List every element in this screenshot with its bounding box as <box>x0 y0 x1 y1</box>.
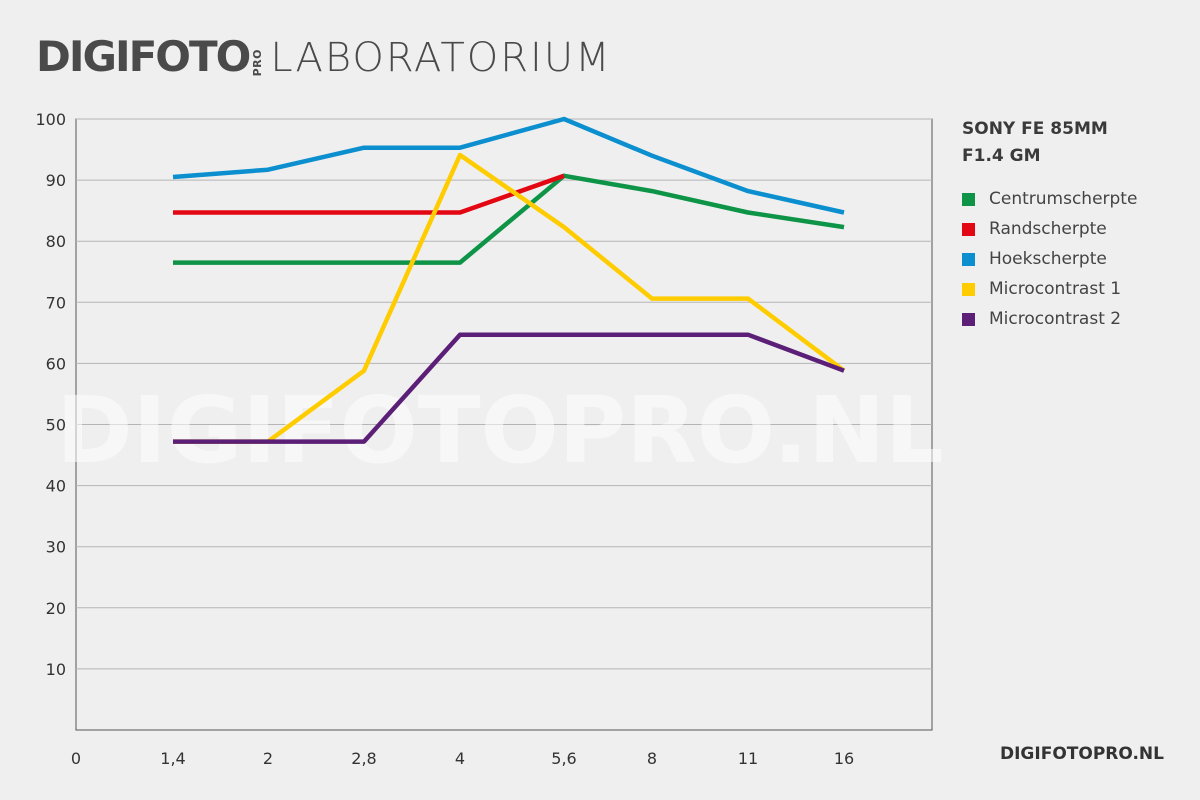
legend-label: Microcontrast 1 <box>989 279 1122 299</box>
legend-label: Centrumscherpte <box>989 189 1138 209</box>
legend-item: Microcontrast 1 <box>962 274 1192 304</box>
y-tick-label: 60 <box>46 354 66 373</box>
y-tick-label: 40 <box>46 477 66 496</box>
series-line-4 <box>173 152 846 444</box>
legend-swatch <box>962 282 975 296</box>
x-tick-label: 16 <box>834 749 854 768</box>
y-tick-label: 90 <box>46 171 66 190</box>
legend-swatch <box>962 192 975 206</box>
source-label: DIGIFOTOPRO.NL <box>1000 744 1164 764</box>
page-subtitle: LABORATORIUM <box>270 35 612 81</box>
x-tick-label: 4 <box>455 749 465 768</box>
chart-title: SONY FE 85MM F1.4 GM <box>962 119 1108 166</box>
legend-label: Hoekscherpte <box>989 249 1107 269</box>
legend-item: Randscherpte <box>962 214 1192 244</box>
y-tick-label: 50 <box>46 416 66 435</box>
watermark: DIGIFOTOPRO.NL <box>56 377 943 484</box>
legend-item: Centrumscherpte <box>962 184 1192 214</box>
x-tick-label: 8 <box>647 749 657 768</box>
y-tick-label: 20 <box>46 599 66 618</box>
x-tick-label: 2,8 <box>351 749 376 768</box>
legend: SONY FE 85MM F1.4 GM Centrumscherpte Rand… <box>962 116 1192 334</box>
x-tick-label: 5,6 <box>551 749 576 768</box>
series-line-5 <box>173 332 845 444</box>
series-layer <box>172 116 846 444</box>
series-line-2 <box>173 173 565 215</box>
legend-label: Randscherpte <box>989 219 1107 239</box>
legend-items: Centrumscherpte Randscherpte Hoekscherpte M… <box>962 184 1192 334</box>
y-tick-label: 30 <box>46 538 66 557</box>
series-line-3 <box>172 116 845 215</box>
brand-logo: DIGIFOTO PRO LABORATORIUM <box>36 28 612 81</box>
legend-item: Hoekscherpte <box>962 244 1192 274</box>
y-tick-label: 70 <box>46 293 66 312</box>
series-line-1 <box>173 173 845 265</box>
legend-swatch <box>962 252 975 266</box>
x-tick-label: 0 <box>71 749 81 768</box>
x-tick-label: 11 <box>738 749 758 768</box>
legend-item: Microcontrast 2 <box>962 304 1192 334</box>
y-tick-label: 10 <box>46 660 66 679</box>
y-tick-label: 100 <box>35 110 66 129</box>
legend-label: Microcontrast 2 <box>989 309 1122 329</box>
y-tick-label: 80 <box>46 232 66 251</box>
brand-name: DIGIFOTO <box>36 32 251 81</box>
axis-labels: 10 20 30 40 50 60 70 80 90 100 0 1,4 2 2,8 4 5,6 8 11 16 <box>35 110 854 768</box>
x-tick-label: 2 <box>263 749 273 768</box>
legend-swatch <box>962 222 975 236</box>
x-tick-label: 1,4 <box>160 749 185 768</box>
legend-swatch <box>962 312 975 326</box>
